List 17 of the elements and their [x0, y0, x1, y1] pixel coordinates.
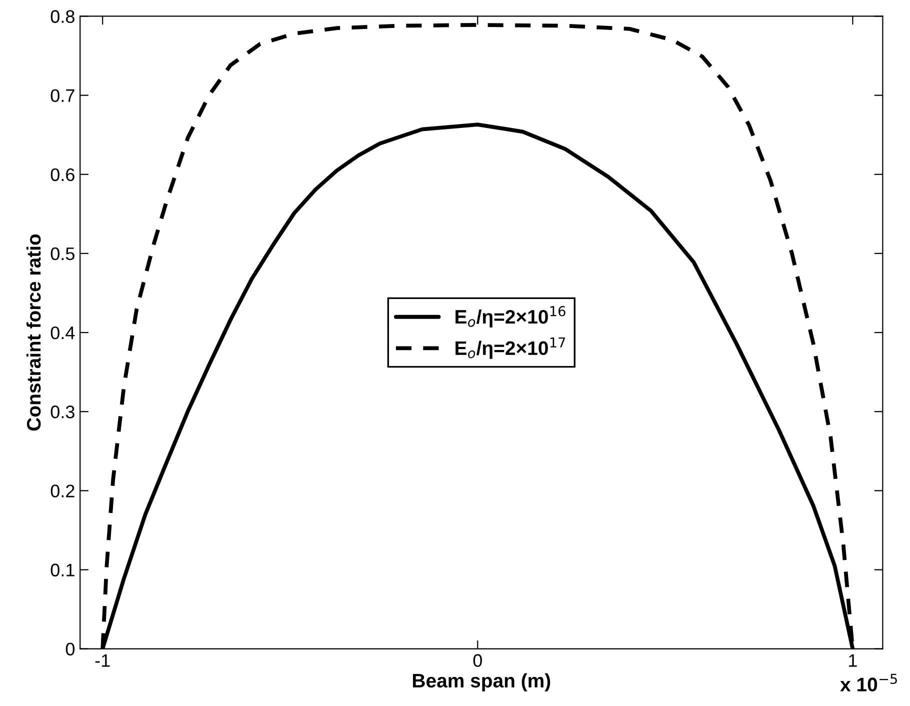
y-tick-label: 0.5: [50, 247, 74, 260]
y-tick-label: 0.7: [50, 89, 74, 102]
y-tick-label: 0.3: [50, 406, 74, 418]
text: x 10$^{−5}$: [840, 674, 897, 692]
x-axis-title: Beam span (m): [413, 673, 550, 692]
y-tick-label: 0.2: [50, 484, 74, 498]
x-tick-label: -1: [95, 654, 110, 667]
y-tick-label: 0.4: [50, 326, 75, 340]
legend-label: E$_{o}$/η=2×10$^{16}$: [456, 306, 566, 328]
y-tick-label: 0.8: [50, 10, 74, 23]
y-axis-title: Constraint force ratio: [26, 234, 41, 431]
y-tick-label: 0.6: [50, 168, 74, 182]
x-tick-label: 1: [849, 654, 857, 667]
y-tick-label: 0.1: [50, 564, 74, 576]
legend-label: E$_{o}$/η=2×10$^{17}$: [456, 337, 566, 359]
x-tick-label: 0: [473, 654, 482, 667]
y-tick-label: 0: [66, 642, 75, 656]
